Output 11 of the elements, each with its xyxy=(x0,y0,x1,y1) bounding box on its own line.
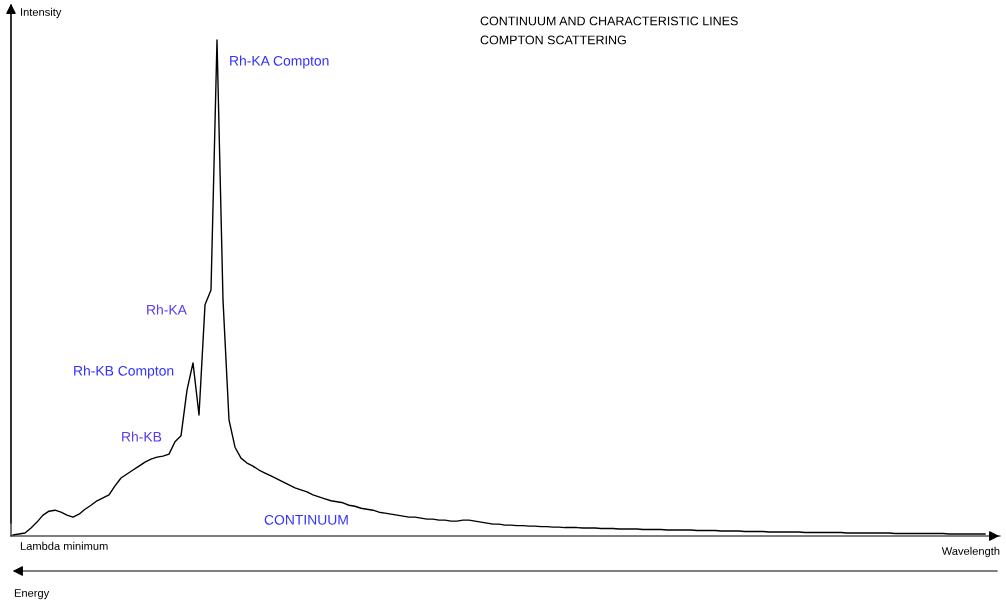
text: Lambda minimum xyxy=(20,541,108,550)
annotation: CONTINUUM xyxy=(264,514,348,525)
annotation: Rh-KB Compton xyxy=(74,365,174,379)
x-axis-title: Wavelength xyxy=(941,546,1000,558)
y-axis-title: Intensity xyxy=(21,7,62,19)
annotation: Rh-KB xyxy=(122,431,162,442)
chart-subtitle: COMPTON SCATTERING xyxy=(480,35,626,45)
chart-title: CONTINUUM AND CHARACTERISTIC LINES xyxy=(480,16,738,26)
text: Energy xyxy=(14,589,50,600)
annotation: Rh-KA Compton xyxy=(230,55,329,69)
annotation: Rh-KA xyxy=(147,304,187,315)
